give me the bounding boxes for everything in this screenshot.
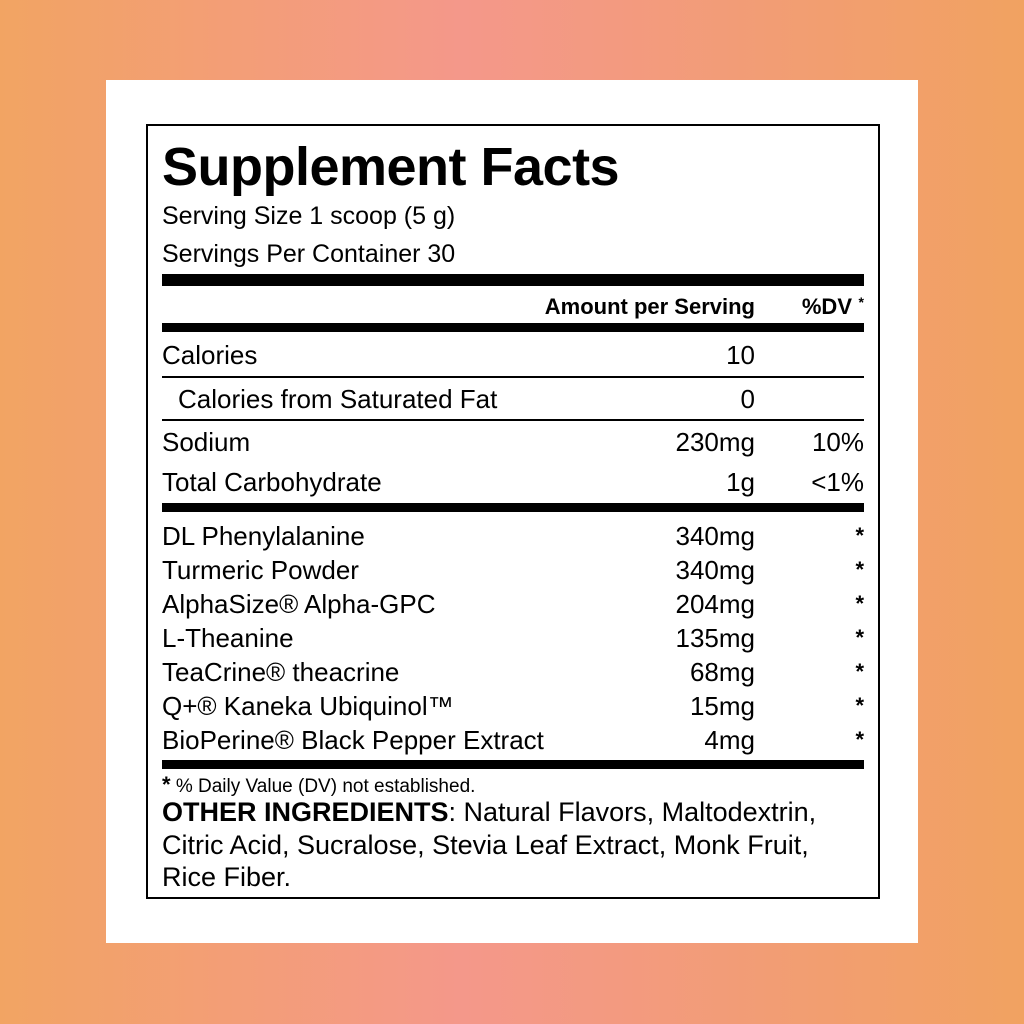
ingredient-row: TeaCrine® theacrine 68mg * <box>162 655 864 689</box>
divider-thin <box>162 419 864 421</box>
ingredient-dv: * <box>855 523 864 548</box>
ingredient-row: AlphaSize® Alpha-GPC 204mg * <box>162 587 864 621</box>
nutrient-dv: <1% <box>811 467 864 497</box>
nutrient-amount: 0 <box>740 384 755 414</box>
nutrient-name: Calories from Saturated Fat <box>178 384 498 414</box>
ingredient-dv: * <box>855 625 864 650</box>
panel-title: Supplement Facts <box>162 137 620 197</box>
nutrient-amount: 1g <box>726 467 755 497</box>
divider-thick <box>162 760 864 769</box>
servings-per-container: Servings Per Container 30 <box>162 240 456 268</box>
divider-thick <box>162 323 864 332</box>
ingredient-name: AlphaSize® Alpha-GPC <box>162 589 436 619</box>
supplement-facts-panel: Supplement Facts Serving Size 1 scoop (5… <box>146 124 880 899</box>
ingredient-dv: * <box>855 727 864 752</box>
other-ingredients: OTHER INGREDIENTS: Natural Flavors, Malt… <box>162 796 864 894</box>
ingredient-name: BioPerine® Black Pepper Extract <box>162 725 544 755</box>
ingredient-dv: * <box>855 591 864 616</box>
ingredient-dv: * <box>855 557 864 582</box>
footnote-text: % Daily Value (DV) not established. <box>175 776 476 797</box>
nutrient-name: Calories <box>162 340 258 370</box>
divider-thick <box>162 503 864 512</box>
other-ingredients-text: : Natural Flavors, Maltodextrin, Citric … <box>162 797 817 892</box>
other-ingredients-label: OTHER INGREDIENTS <box>162 797 449 827</box>
dv-header-asterisk: * <box>858 294 864 310</box>
ingredient-row: L-Theanine 135mg * <box>162 621 864 655</box>
nutrient-name: Total Carbohydrate <box>162 467 382 497</box>
column-header: Amount per Serving %DV * <box>162 290 864 324</box>
ingredient-name: Q+® Kaneka Ubiquinol™ <box>162 691 454 721</box>
ingredient-row: DL Phenylalanine 340mg * <box>162 519 864 553</box>
nutrient-amount: 10 <box>726 340 755 370</box>
nutrient-name: Sodium <box>162 427 251 457</box>
ingredient-row: BioPerine® Black Pepper Extract 4mg * <box>162 723 864 757</box>
ingredient-amount: 340mg <box>675 555 756 585</box>
divider-thin <box>162 376 864 378</box>
ingredient-amount: 4mg <box>704 725 755 755</box>
ingredient-dv: * <box>855 659 864 684</box>
ingredient-name: Turmeric Powder <box>162 555 359 585</box>
ingredient-name: TeaCrine® theacrine <box>162 657 400 687</box>
ingredient-name: L-Theanine <box>162 623 294 653</box>
ingredient-dv: * <box>855 693 864 718</box>
amount-header: Amount per Serving <box>544 294 755 319</box>
nutrient-row: Sodium 230mg 10% <box>162 425 864 459</box>
footnote-asterisk: * <box>162 772 171 797</box>
ingredient-amount: 340mg <box>675 521 756 551</box>
nutrient-dv: 10% <box>811 427 864 457</box>
serving-size: Serving Size 1 scoop (5 g) <box>162 202 456 230</box>
ingredient-amount: 15mg <box>689 691 755 721</box>
dv-header: %DV <box>801 294 852 319</box>
divider-thick <box>162 274 864 286</box>
nutrient-row: Calories from Saturated Fat 0 <box>162 382 864 416</box>
footnote: * % Daily Value (DV) not established. <box>162 772 475 798</box>
nutrient-row: Total Carbohydrate 1g <1% <box>162 465 864 499</box>
nutrient-amount: 230mg <box>675 427 756 457</box>
ingredient-amount: 68mg <box>689 657 755 687</box>
nutrient-row: Calories 10 <box>162 338 864 372</box>
ingredient-amount: 204mg <box>675 589 756 619</box>
ingredient-row: Q+® Kaneka Ubiquinol™ 15mg * <box>162 689 864 723</box>
ingredient-amount: 135mg <box>675 623 756 653</box>
ingredient-name: DL Phenylalanine <box>162 521 365 551</box>
ingredient-row: Turmeric Powder 340mg * <box>162 553 864 587</box>
